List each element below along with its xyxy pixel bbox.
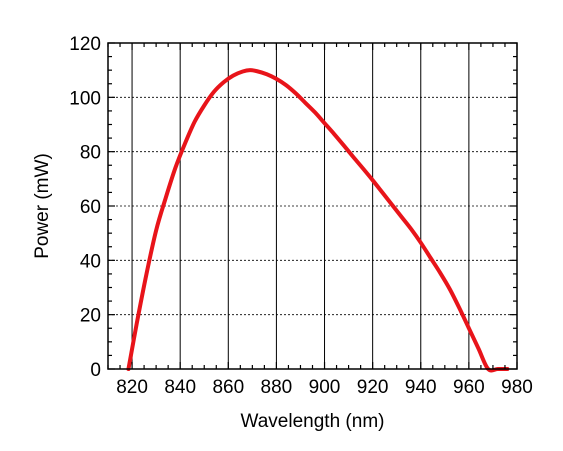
grid [108, 43, 517, 369]
x-tick-label: 920 [357, 377, 389, 398]
ticks [107, 42, 518, 370]
y-tick-label: 80 [80, 143, 101, 164]
x-tick-labels: 820 840 860 880 900 920 940 960 980 [116, 377, 533, 398]
y-tick-label: 120 [69, 34, 101, 55]
y-tick-label: 100 [69, 88, 101, 109]
x-tick-label: 860 [212, 377, 244, 398]
y-tick-label: 0 [90, 360, 101, 381]
x-axis-title: Wavelength (nm) [241, 411, 385, 432]
y-tick-label: 40 [80, 251, 101, 272]
x-tick-label: 900 [309, 377, 341, 398]
y-tick-label: 60 [80, 197, 101, 218]
y-tick-label: 20 [80, 306, 101, 327]
y-tick-labels: 0 20 40 60 80 100 120 [69, 34, 101, 381]
x-tick-label: 840 [164, 377, 196, 398]
series-group [126, 68, 510, 373]
series-line-0 [126, 68, 510, 373]
x-tick-label: 960 [453, 377, 485, 398]
x-tick-label: 980 [501, 377, 533, 398]
x-tick-label: 940 [405, 377, 437, 398]
y-axis-title: Power (mW) [32, 153, 53, 259]
x-tick-label: 880 [261, 377, 293, 398]
x-tick-label: 820 [116, 377, 148, 398]
